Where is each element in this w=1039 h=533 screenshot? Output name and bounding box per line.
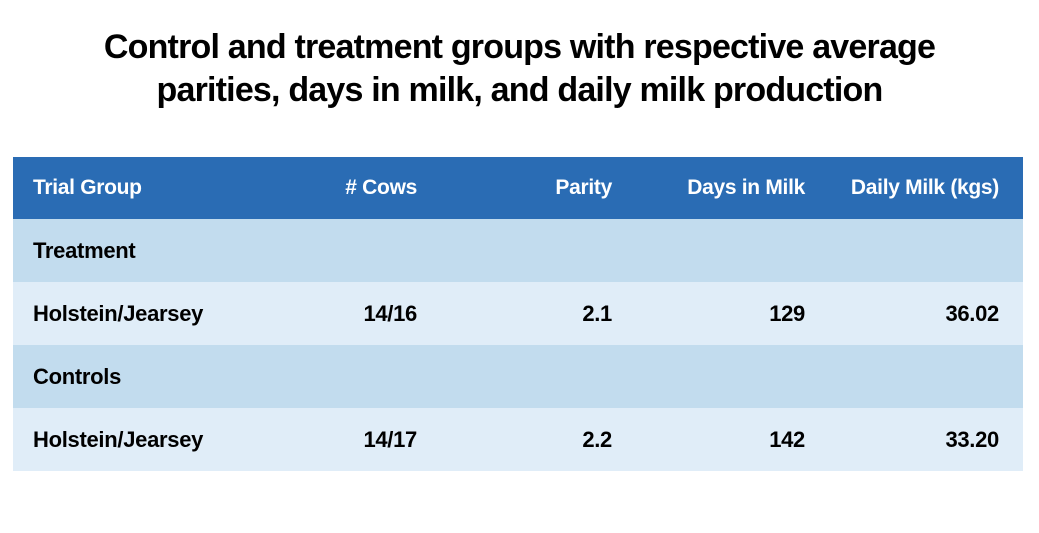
section-row-treatment: Treatment: [13, 219, 1023, 282]
column-header-num-cows: # Cows: [253, 157, 441, 219]
section-label: Controls: [13, 345, 1023, 408]
cell-days-in-milk: 142: [636, 408, 829, 471]
table-body: Treatment Holstein/Jearsey 14/16 2.1 129…: [13, 219, 1023, 471]
table-row-treatment-holstein-jearsey: Holstein/Jearsey 14/16 2.1 129 36.02: [13, 282, 1023, 345]
cell-daily-milk: 33.20: [829, 408, 1023, 471]
column-header-daily-milk: Daily Milk (kgs): [829, 157, 1023, 219]
table-header-row: Trial Group # Cows Parity Days in Milk D…: [13, 157, 1023, 219]
page-title-line-2: parities, days in milk, and daily milk p…: [156, 71, 884, 109]
column-header-parity: Parity: [441, 157, 636, 219]
cell-parity: 2.2: [441, 408, 636, 471]
cell-num-cows: 14/17: [253, 408, 441, 471]
column-header-days-in-milk: Days in Milk: [636, 157, 829, 219]
column-header-trial-group: Trial Group: [13, 157, 253, 219]
page-title-line-1: Control and treatment groups with respec…: [103, 28, 936, 66]
cell-trial-group: Holstein/Jearsey: [13, 282, 253, 345]
cell-daily-milk: 36.02: [829, 282, 1023, 345]
cell-parity: 2.1: [441, 282, 636, 345]
table-row-controls-holstein-jearsey: Holstein/Jearsey 14/17 2.2 142 33.20: [13, 408, 1023, 471]
section-label: Treatment: [13, 219, 1023, 282]
table-header: Trial Group # Cows Parity Days in Milk D…: [13, 157, 1023, 219]
page-title: Control and treatment groups with respec…: [0, 0, 1039, 112]
cell-days-in-milk: 129: [636, 282, 829, 345]
trial-groups-table: Trial Group # Cows Parity Days in Milk D…: [13, 157, 1023, 471]
section-row-controls: Controls: [13, 345, 1023, 408]
cell-num-cows: 14/16: [253, 282, 441, 345]
cell-trial-group: Holstein/Jearsey: [13, 408, 253, 471]
